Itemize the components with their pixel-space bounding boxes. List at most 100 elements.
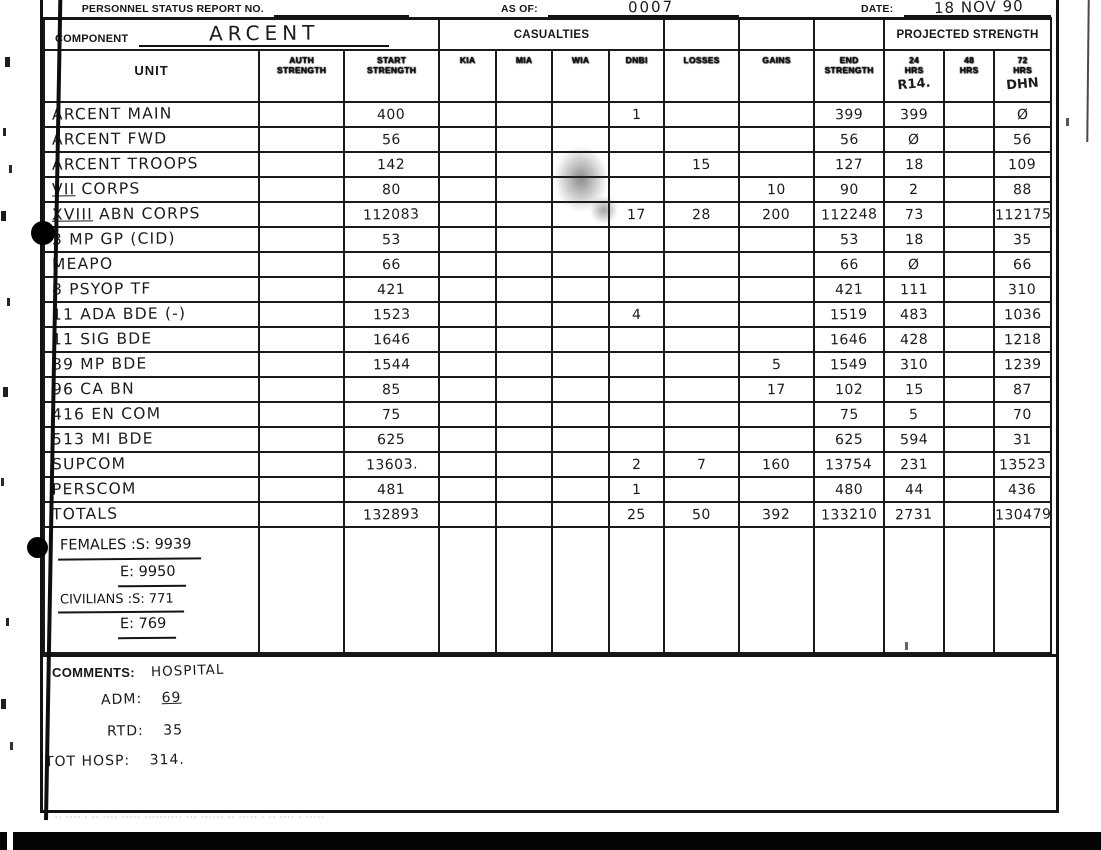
cell-gains: [738, 101, 816, 128]
cell-h48: [943, 176, 996, 203]
cell-kia: [438, 126, 497, 153]
cell-mia: [495, 426, 553, 453]
cell-losses: [662, 426, 741, 453]
cell-h48: [943, 401, 996, 428]
cell-kia: [438, 326, 497, 353]
table-row: 8 PSYOP TF 421 421 111 310: [43, 276, 1053, 303]
cell-dnbi: 4: [608, 301, 665, 328]
cell-unit: 513 MI BDE: [43, 426, 260, 453]
cell-auth: [258, 126, 345, 153]
cell-h72: 1036: [993, 301, 1053, 328]
civilians-end-note: E: 769: [117, 613, 177, 640]
cell-wia: [551, 426, 610, 453]
status-table: PERSONNEL STATUS REPORT NO. AS OF: 0007 …: [43, 0, 1053, 654]
cell-kia: [438, 151, 497, 178]
cell-gains: [738, 301, 816, 328]
cell-h24: 594: [883, 426, 946, 453]
table-row: 416 EN COM 75 75 5 70: [43, 401, 1053, 428]
females-civilians-note: FEMALES :S: 9939 E: 9950 CIVILIANS :S: 7…: [52, 529, 257, 640]
comments-section: COMMENTS: HOSPITAL ADM: 69 RTD: 35 TOT H…: [43, 654, 1056, 815]
cell-h24: 310: [883, 351, 946, 378]
date-label: DATE:: [861, 2, 894, 15]
cell-unit: 416 EN COM: [43, 401, 260, 428]
cell-end: 1646: [813, 326, 886, 353]
component-cell: COMPONENT ARCENT: [43, 17, 440, 51]
section-header-row: COMPONENT ARCENT CASUALTIES PROJECTED ST…: [43, 17, 1053, 51]
cell-h72: 56: [993, 126, 1053, 153]
cell-dnbi: [608, 351, 665, 378]
top-strip: PERSONNEL STATUS REPORT NO. AS OF: 0007 …: [44, 0, 1052, 20]
cell-h72: 130479: [993, 501, 1053, 528]
cell-start: 421: [343, 276, 440, 303]
cell-losses: [662, 376, 741, 403]
cell-end: 13754: [813, 451, 886, 478]
cell-h24: 73: [883, 201, 946, 228]
cell-h48: [943, 301, 996, 328]
cell-gains: [738, 401, 816, 428]
cell-end: 625: [813, 426, 886, 453]
cell-unit: MEAPO: [43, 251, 260, 278]
as-of-label: AS OF:: [501, 2, 538, 15]
report-no-blank: [274, 0, 410, 15]
cell-h72: 1239: [993, 351, 1053, 378]
cell-h24: 44: [883, 476, 946, 503]
comment-line-tot-hosp: TOT HOSP: 314.: [44, 751, 185, 771]
cell-gains: [738, 326, 816, 353]
cell-unit: 3 MP GP (CID): [43, 226, 260, 253]
cell-losses: [662, 126, 741, 153]
cell-empty: [738, 526, 816, 654]
table-row: SUPCOM 13603. 2 7 160 13754 231 13523: [43, 451, 1053, 478]
cell-dnbi: [608, 326, 665, 353]
cell-kia: [438, 201, 497, 228]
cell-start: 80: [343, 176, 440, 203]
cell-start: 13603.: [343, 451, 440, 478]
cell-h48: [943, 476, 996, 503]
table-row: ARCENT FWD 56 56 Ø 56: [43, 126, 1053, 153]
column-header-h72: 72 HRS DHN: [993, 49, 1053, 103]
column-header-dnbi: DNBI: [608, 49, 665, 103]
cell-end: 1519: [813, 301, 886, 328]
cell-end: 66: [813, 251, 886, 278]
table-row: 3 MP GP (CID) 53 53 18 35: [43, 226, 1053, 253]
column-header-gains: GAINS: [738, 49, 816, 103]
cell-h48: [943, 451, 996, 478]
cell-dnbi: [608, 226, 665, 253]
cell-end: 480: [813, 476, 886, 503]
handwritten-note-h72: DHN: [1005, 75, 1040, 94]
cell-start: 66: [343, 251, 440, 278]
column-header-start: START STRENGTH: [343, 49, 440, 103]
cell-mia: [495, 176, 553, 203]
cell-unit: PERSCOM: [43, 476, 260, 503]
comments-label: COMMENTS:: [52, 665, 135, 680]
cell-empty: [662, 17, 741, 51]
cell-unit: VII CORPS: [43, 176, 260, 203]
cell-mia: [495, 226, 553, 253]
cell-mia: [495, 151, 553, 178]
cell-h72: 66: [993, 251, 1053, 278]
cell-auth: [258, 426, 345, 453]
comment-line-rtd: RTD: 35: [106, 722, 184, 740]
cell-end: 399: [813, 101, 886, 128]
cell-auth: [258, 326, 345, 353]
cell-h48: [943, 351, 996, 378]
cell-losses: [662, 276, 741, 303]
cell-mia: [495, 326, 553, 353]
cell-empty: [883, 526, 946, 654]
cell-kia: [438, 351, 497, 378]
table-row: PERSCOM 481 1 480 44 436: [43, 476, 1053, 503]
cell-wia: [551, 401, 610, 428]
cell-h24: 18: [883, 226, 946, 253]
cell-mia: [495, 276, 553, 303]
cell-mia: [495, 201, 553, 228]
cell-gains: [738, 251, 816, 278]
cell-wia: [551, 476, 610, 503]
cell-h24: 428: [883, 326, 946, 353]
cell-dnbi: 25: [608, 501, 665, 528]
table-row: ARCENT MAIN 400 1 399 399 Ø: [43, 101, 1053, 128]
cell-end: 56: [813, 126, 886, 153]
cell-dnbi: [608, 426, 665, 453]
cell-empty: [993, 526, 1053, 654]
cell-dnbi: [608, 251, 665, 278]
cell-h48: [943, 501, 996, 528]
